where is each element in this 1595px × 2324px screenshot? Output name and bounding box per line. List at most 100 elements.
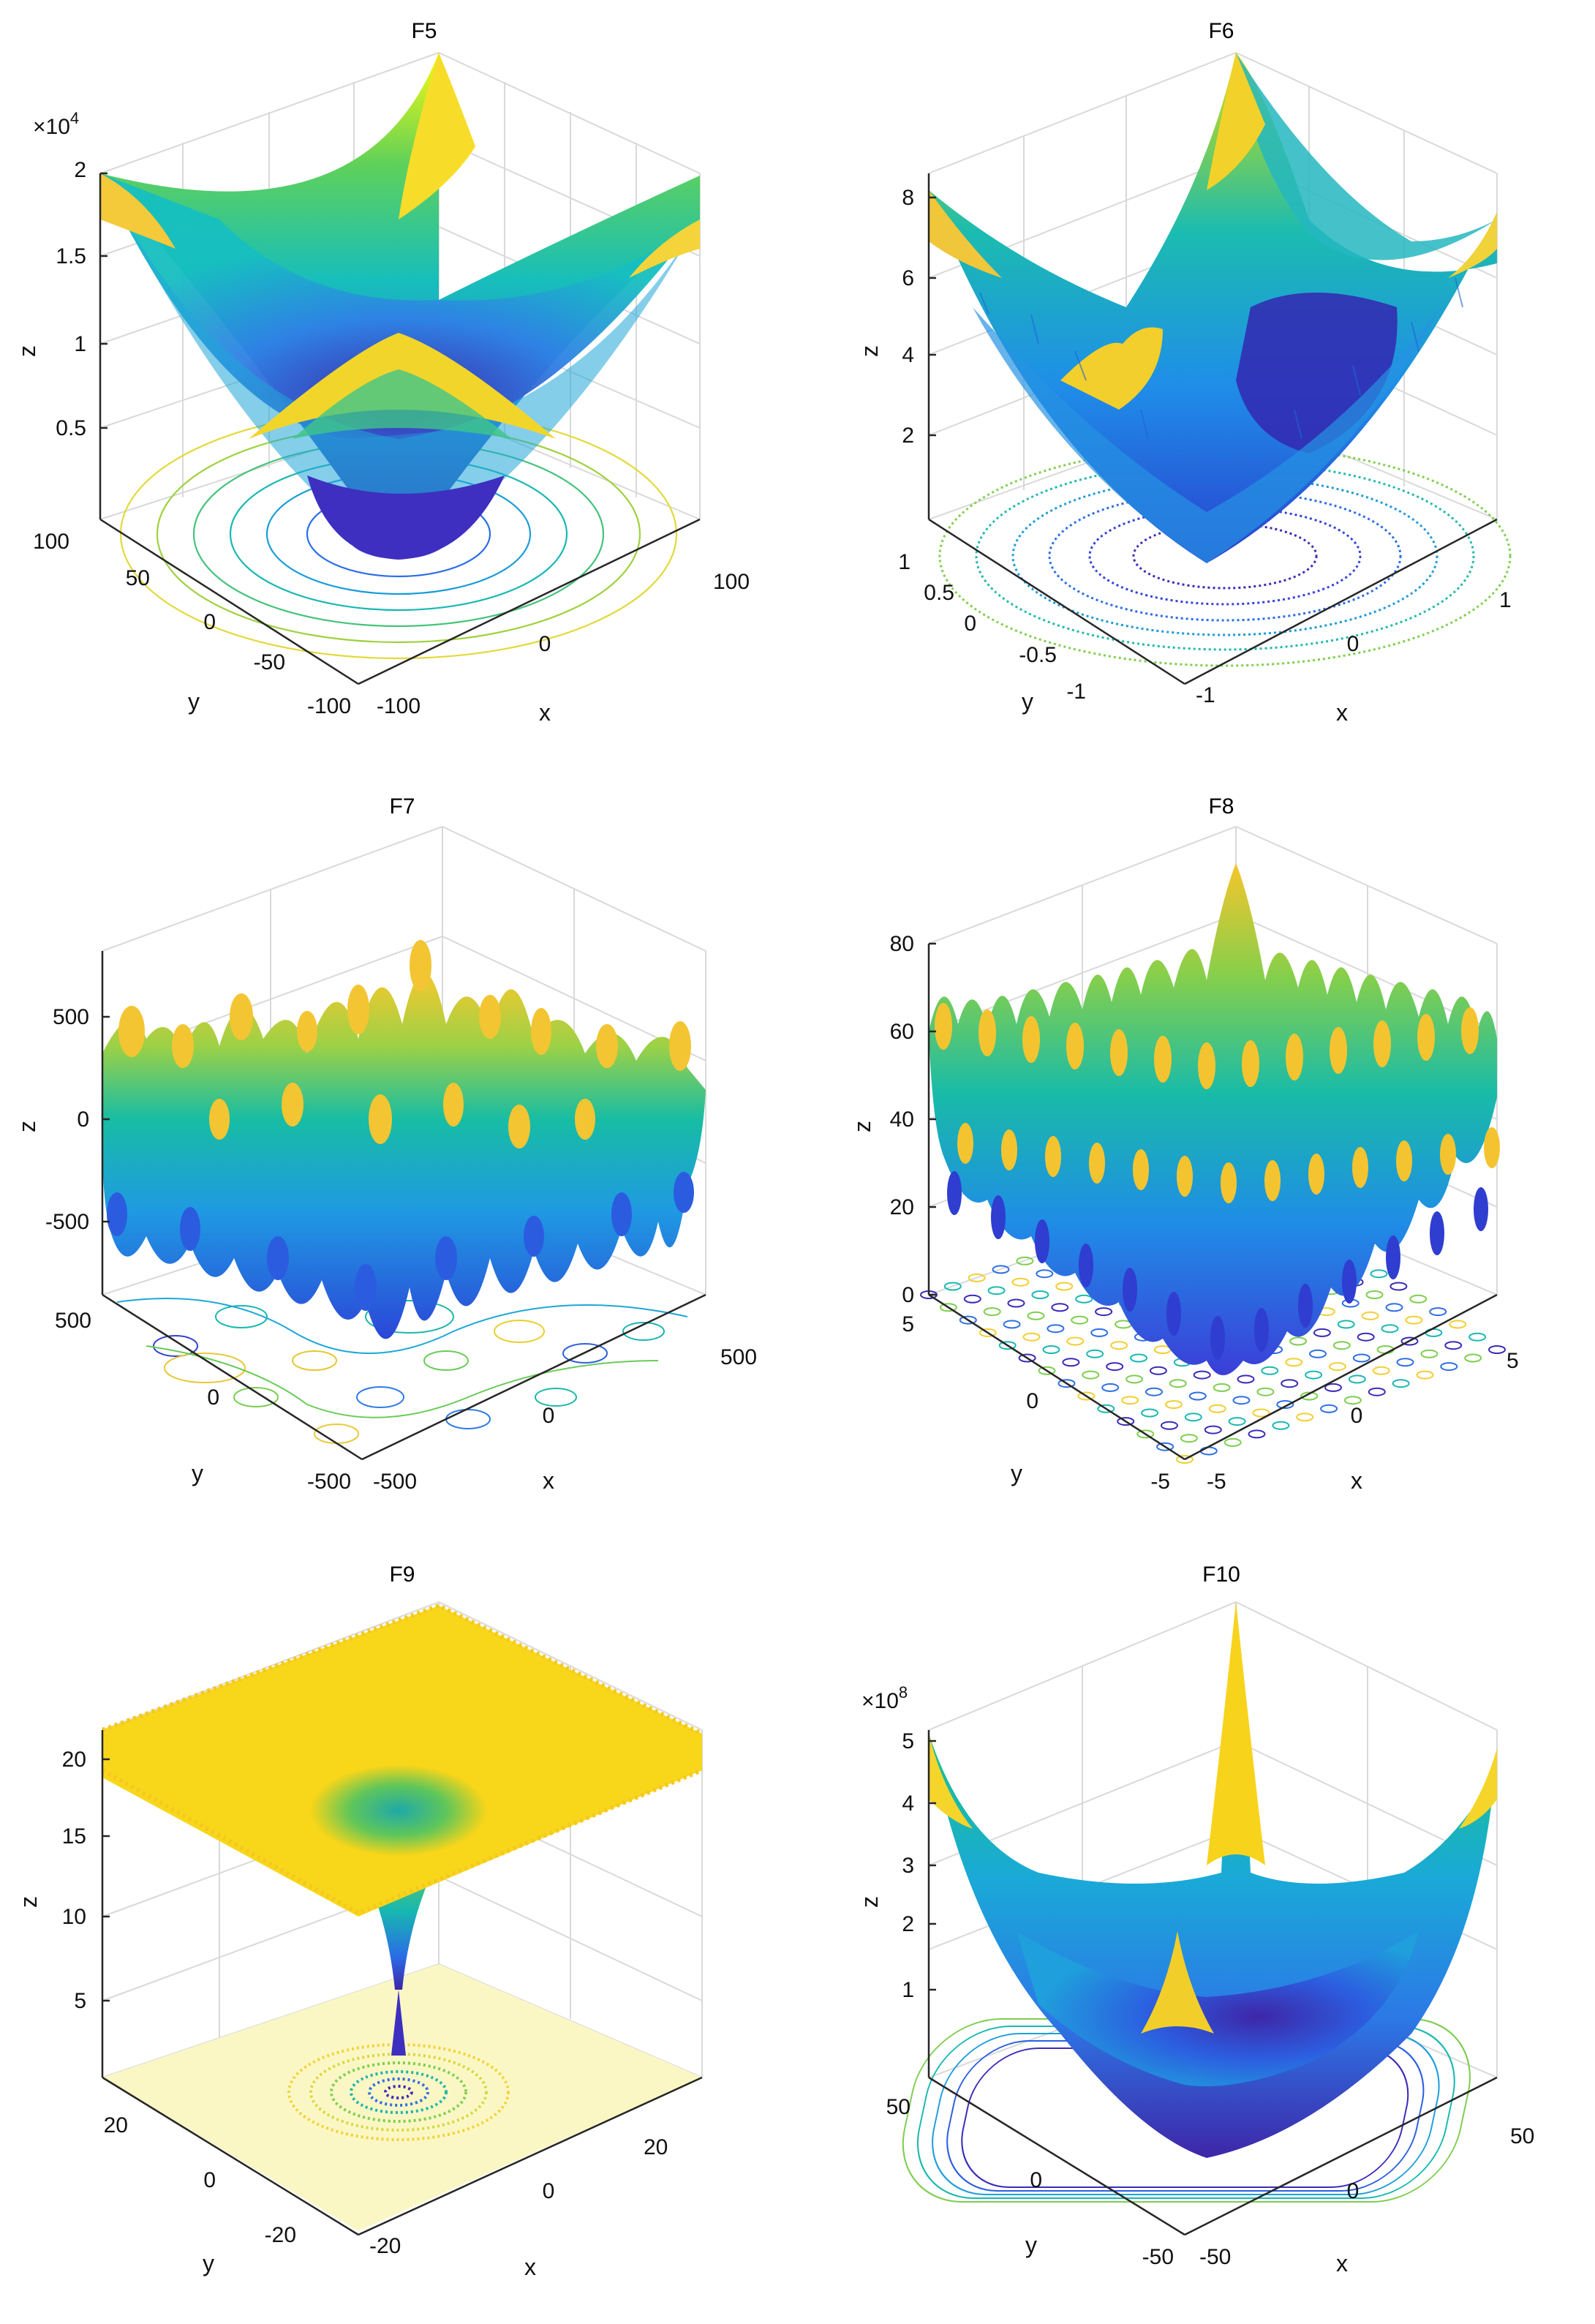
- surface: [100, 53, 700, 560]
- z-tick-label: 4: [902, 1791, 914, 1816]
- contour-ring: [1077, 1391, 1096, 1401]
- surface-peak: [1022, 1016, 1040, 1063]
- contour-ring: [1488, 1345, 1506, 1354]
- y-tick-label: 5: [902, 1312, 914, 1336]
- contour-projection: [102, 1964, 702, 2231]
- x-tick-label: 50: [1510, 2124, 1534, 2148]
- z-tick-label: 0: [902, 1283, 914, 1307]
- contour-ring: [1449, 1320, 1467, 1329]
- z-tick-label: 15: [62, 1824, 86, 1849]
- surface-peak: [1110, 1029, 1128, 1076]
- surface-peak: [957, 1123, 973, 1164]
- contour-ring: [1007, 1298, 1025, 1308]
- y-ticks: 1 0.5 0 -0.5 -1: [898, 550, 1086, 704]
- x-ticks: -100 0 100: [377, 570, 750, 718]
- y-tick-label: 0.5: [924, 581, 954, 605]
- x-tick-label: 0: [1351, 1404, 1363, 1428]
- z-tick-label: 60: [890, 1020, 914, 1044]
- contour-ring: [1444, 1341, 1463, 1350]
- z-ticks: 5 4 3 2 1 ×108: [861, 1683, 936, 2002]
- contour-ring: [1110, 1341, 1128, 1350]
- z-tick-label: 8: [902, 186, 914, 210]
- y-tick-label: 20: [104, 2113, 128, 2137]
- z-ticks: 20 15 10 5: [62, 1748, 110, 2013]
- surface-peak: [1089, 1143, 1105, 1184]
- surface-peak: [1001, 1129, 1017, 1170]
- contour-ring: [1464, 1353, 1482, 1363]
- y-tick-label: 0: [1026, 1389, 1038, 1413]
- x-tick-label: 5: [1507, 1349, 1519, 1373]
- contour-ring: [1343, 1396, 1362, 1405]
- surface-peak: [1308, 1154, 1324, 1195]
- surface-peak: [979, 1009, 996, 1056]
- z-tick-label: 2: [902, 1912, 914, 1936]
- surface-peak: [1221, 1162, 1237, 1203]
- contour-ring: [1156, 1442, 1174, 1451]
- z-tick-label: 4: [902, 343, 914, 367]
- surface: [101, 940, 706, 1339]
- contour-ring: [1313, 1328, 1331, 1337]
- contour-ring: [1057, 1379, 1076, 1388]
- contour-ring: [983, 1307, 1001, 1317]
- z-tick-label: 20: [62, 1748, 86, 1772]
- contour-ring: [998, 1341, 1017, 1350]
- z-tick-label: 10: [62, 1905, 86, 1929]
- y-tick-label: -20: [265, 2223, 296, 2247]
- surface-peak: [1461, 1007, 1479, 1054]
- y-tick-label: 0: [203, 610, 216, 634]
- surface: [929, 1602, 1497, 2158]
- surface-valley: [1079, 1244, 1093, 1287]
- contour-ring: [1117, 1417, 1135, 1426]
- y-tick-label: 0: [1030, 2168, 1042, 2192]
- contour-ring: [1285, 1358, 1303, 1367]
- contour-ring: [1018, 1353, 1036, 1363]
- contour-ring: [1468, 1332, 1487, 1342]
- x-axis-label: x: [1351, 1467, 1362, 1494]
- z-tick-label: -500: [45, 1210, 89, 1234]
- x-tick-label: -5: [1207, 1470, 1226, 1494]
- y-tick-label: -1: [1066, 680, 1086, 704]
- contour-ring: [1003, 1320, 1021, 1329]
- y-ticks: 500 0 -500: [55, 1309, 351, 1494]
- contour-ring: [1368, 1387, 1386, 1396]
- contour-ring: [1440, 1362, 1458, 1372]
- contour-ring: [968, 1273, 986, 1282]
- surface-valley: [1210, 1316, 1225, 1360]
- x-axis-label: x: [1336, 699, 1348, 726]
- contour-ring: [1176, 1455, 1194, 1464]
- contour-ring: [1188, 1391, 1207, 1401]
- surface-peak: [1177, 1156, 1193, 1197]
- contour-ring: [1193, 1370, 1211, 1380]
- y-tick-label: 500: [55, 1309, 91, 1333]
- chart-title: F8: [1208, 794, 1234, 819]
- contour-ring: [1256, 1387, 1275, 1396]
- panel-f6: F6: [856, 19, 1512, 726]
- contour-ring: [1361, 1311, 1379, 1320]
- surface-peak: [935, 1003, 952, 1050]
- z-tick-label: 5: [74, 1989, 86, 2013]
- z-ticks: 80 60 40 20 0: [890, 932, 936, 1307]
- y-tick-label: -0.5: [1019, 643, 1057, 667]
- chart-title: F9: [389, 1563, 415, 1587]
- x-ticks: -5 0 5: [1207, 1349, 1519, 1494]
- contour-ring: [1248, 1429, 1266, 1439]
- z-tick-label: 20: [890, 1195, 914, 1219]
- y-tick-label: -100: [307, 694, 351, 718]
- y-axis-label: y: [203, 2250, 214, 2276]
- contour-ring: [1184, 1413, 1202, 1422]
- contour-ring: [1213, 1383, 1231, 1392]
- contour-ring: [1228, 1417, 1246, 1426]
- contour-ring: [1261, 1366, 1279, 1375]
- y-tick-label: 50: [886, 2095, 910, 2119]
- contour-ring: [1141, 1408, 1159, 1418]
- x-tick-label: 0: [543, 2179, 555, 2203]
- contour-ring: [939, 1303, 957, 1312]
- z-tick-label: 2: [74, 158, 86, 182]
- contour-ring: [1027, 1311, 1045, 1320]
- surface-peak: [1198, 1042, 1215, 1089]
- panel-f9: F9: [15, 1563, 704, 2280]
- z-axis-label: z: [856, 345, 883, 357]
- surface: [101, 1603, 704, 2056]
- contour-ring: [1405, 1315, 1423, 1325]
